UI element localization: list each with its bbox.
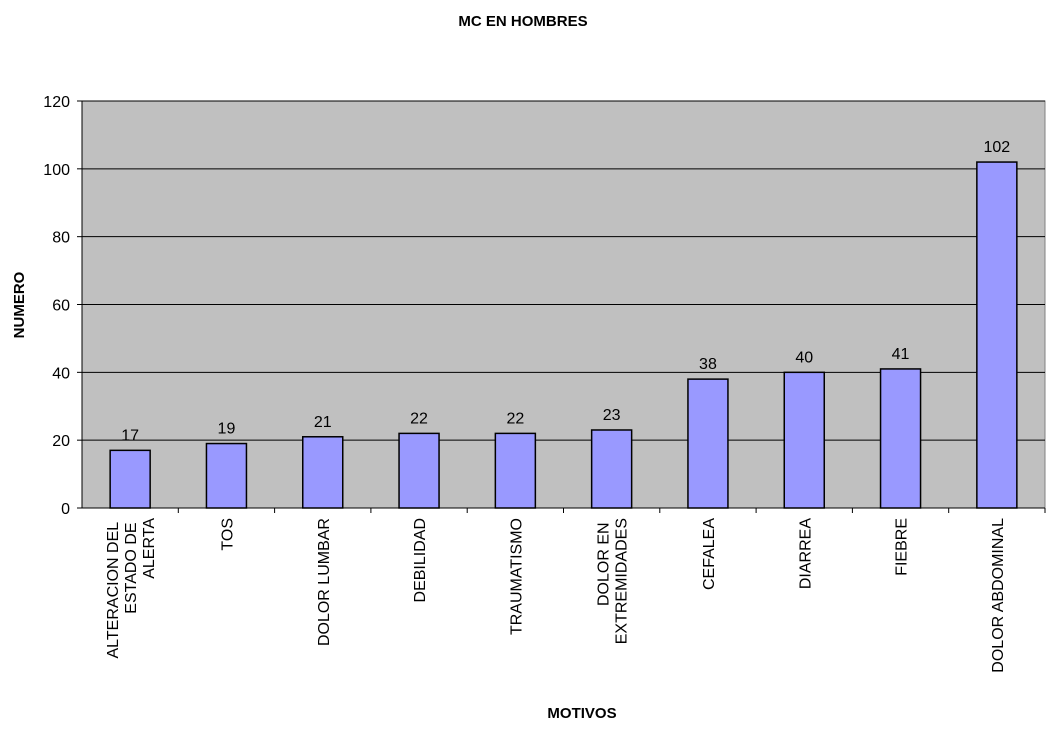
x-tick-label: ALTERACION DEL ESTADO DE ALERTA <box>105 518 158 659</box>
x-tick-label: DOLOR EN EXTREMIDADES <box>596 518 631 644</box>
data-label: 38 <box>699 356 717 373</box>
x-tick-label: TRAUMATISMO <box>508 518 525 635</box>
x-tick-label: DEBILIDAD <box>412 518 429 602</box>
data-label: 19 <box>218 421 236 438</box>
bar <box>205 442 248 509</box>
data-label: 17 <box>121 427 139 444</box>
bar <box>109 449 151 509</box>
data-label: 102 <box>983 139 1010 156</box>
x-tick-label: DIARREA <box>797 518 814 589</box>
chart-title: MC EN HOMBRES <box>458 13 587 30</box>
y-axis-title: NUMERO <box>11 271 28 338</box>
bar <box>494 432 537 509</box>
y-tick-label: 100 <box>43 162 70 179</box>
bar <box>302 436 344 509</box>
y-tick-label: 40 <box>52 365 70 382</box>
y-tick-label: 80 <box>52 230 70 247</box>
x-tick-label: TOS <box>219 518 236 551</box>
y-tick-label: 0 <box>61 501 70 518</box>
x-axis-title: MOTIVOS <box>547 705 616 722</box>
bar <box>398 432 440 509</box>
x-tick-label: CEFALEA <box>701 518 718 590</box>
data-label: 22 <box>506 410 524 427</box>
y-tick-label: 60 <box>52 298 70 315</box>
data-label: 23 <box>603 407 621 424</box>
x-tick-label: DOLOR ABDOMINAL <box>990 518 1007 673</box>
y-tick-label: 120 <box>43 94 70 111</box>
x-tick-label: DOLOR LUMBAR <box>316 518 333 646</box>
x-tick-label: FIEBRE <box>894 518 911 576</box>
bar <box>590 429 633 509</box>
y-tick-label: 20 <box>52 433 70 450</box>
data-label: 40 <box>795 349 813 366</box>
bar <box>687 378 729 509</box>
data-label: 41 <box>892 346 910 363</box>
bar <box>879 368 922 509</box>
data-label: 21 <box>314 414 332 431</box>
bar <box>783 371 825 509</box>
data-label: 22 <box>410 410 428 427</box>
bar <box>976 161 1018 509</box>
